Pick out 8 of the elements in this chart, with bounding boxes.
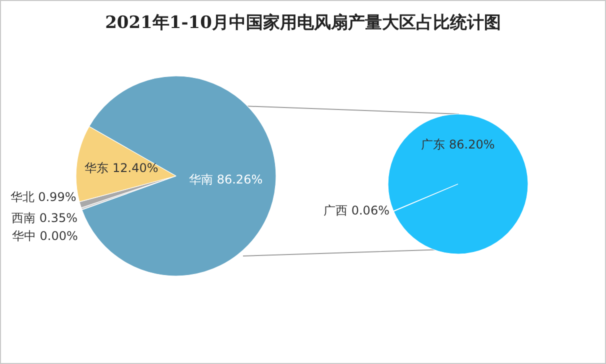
slice-label: 华东 12.40%	[84, 161, 158, 176]
category-label: 华中 0.00%	[12, 228, 78, 243]
slice-label: 广西 0.06%	[324, 203, 390, 218]
chart-title: 2021年1-10月中国家用电风扇产量大区占比统计图	[104, 12, 502, 34]
slice-label: 西南 0.35%	[12, 210, 78, 225]
slice-label: 华北 0.99%	[10, 190, 76, 204]
slice-label: 广东 86.20%	[421, 138, 495, 152]
slice-label: 华南 86.26%	[189, 172, 263, 186]
